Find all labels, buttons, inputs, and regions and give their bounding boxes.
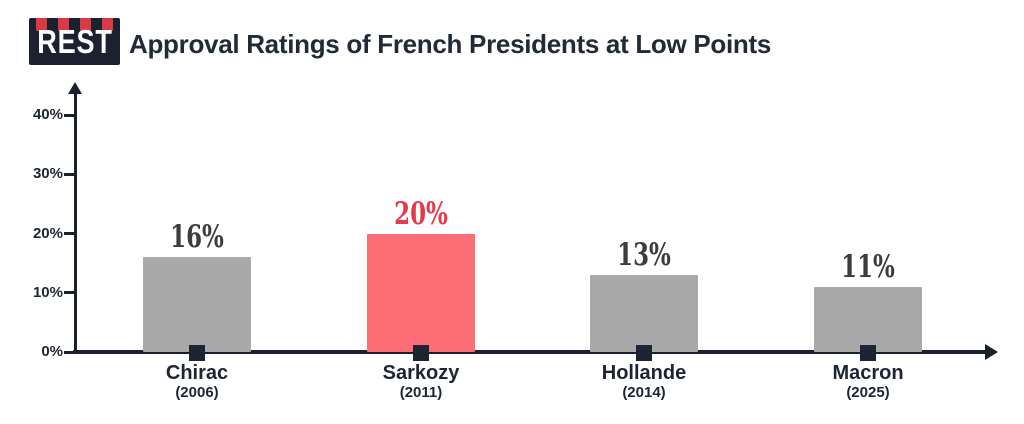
bar-value-label: 13% bbox=[617, 236, 671, 273]
y-tick-mark bbox=[64, 172, 74, 176]
bar-value-label: 16% bbox=[170, 219, 224, 256]
y-axis-arrow-icon bbox=[68, 82, 82, 94]
category-label: Macron bbox=[832, 362, 904, 384]
y-tick-mark bbox=[64, 291, 74, 295]
logo-red-accent-icon bbox=[36, 18, 47, 31]
x-axis-arrow-icon bbox=[985, 344, 998, 360]
category-label: Chirac bbox=[165, 362, 229, 384]
logo-red-accent-icon bbox=[58, 18, 69, 31]
y-tick-label: 40% bbox=[32, 106, 63, 123]
bar-base-marker bbox=[413, 345, 429, 361]
y-tick-label: 0% bbox=[41, 343, 63, 360]
chart-title: Approval Ratings of French Presidents at… bbox=[129, 29, 772, 59]
bar-base-marker bbox=[860, 345, 876, 361]
rest-logo: REST bbox=[29, 18, 120, 65]
category-label: Sarkozy bbox=[382, 362, 460, 384]
logo-red-accent-icon bbox=[80, 18, 91, 31]
bar bbox=[814, 286, 922, 352]
bar-base-marker bbox=[189, 345, 205, 361]
category-year-label: (2006) bbox=[175, 384, 219, 401]
category-year-label: (2014) bbox=[622, 384, 666, 401]
y-tick-label: 10% bbox=[32, 283, 63, 301]
bar bbox=[143, 257, 251, 352]
y-tick-mark bbox=[64, 232, 74, 235]
bar-base-marker bbox=[636, 345, 652, 361]
y-tick-label: 20% bbox=[32, 224, 63, 242]
y-tick-mark bbox=[64, 350, 74, 354]
logo-text: REST bbox=[36, 23, 113, 60]
logo-red-accent-icon bbox=[102, 18, 113, 31]
y-tick-mark bbox=[64, 113, 74, 117]
x-axis bbox=[73, 350, 986, 354]
y-tick-label: 30% bbox=[32, 165, 63, 183]
bar-value-label: 20% bbox=[394, 195, 448, 232]
category-year-label: (2011) bbox=[399, 384, 443, 401]
y-axis bbox=[74, 92, 77, 352]
bar bbox=[590, 274, 698, 352]
category-year-label: (2025) bbox=[846, 384, 890, 401]
bar-value-label: 11% bbox=[841, 248, 895, 285]
category-label: Hollande bbox=[601, 362, 687, 384]
bar bbox=[367, 233, 475, 352]
